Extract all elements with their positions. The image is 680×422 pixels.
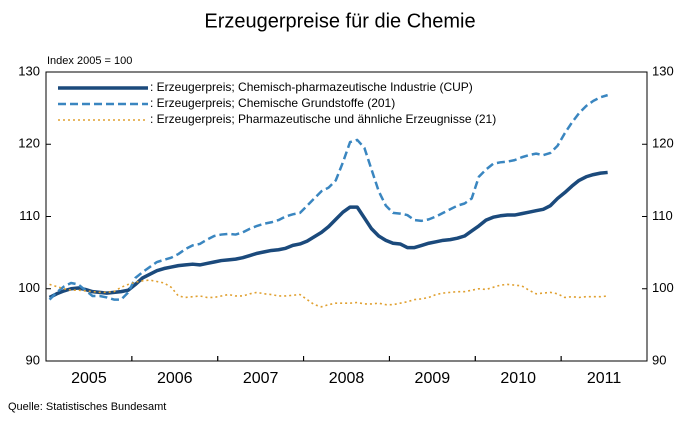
y2-tick-label: 90 (652, 352, 666, 367)
legend-label: : Erzeugerpreis; Chemische Grundstoffe (… (150, 96, 395, 110)
y-tick-label: 120 (18, 136, 40, 151)
series-line (48, 93, 609, 301)
legend-label: : Erzeugerpreis; Chemisch-pharmazeutisch… (150, 80, 473, 94)
x-tick-label: 2010 (500, 370, 536, 387)
series-line (48, 170, 608, 299)
source: Quelle: Statistisches Bundesamt (8, 401, 166, 413)
x-tick-label: 2006 (157, 370, 193, 387)
x-tick-label: 2007 (243, 370, 279, 387)
y2-tick-label: 100 (652, 280, 674, 295)
y2-tick-label: 110 (652, 208, 673, 223)
y-tick-label: 110 (19, 208, 40, 223)
legend-label: : Erzeugerpreis; Pharmazeutische und ähn… (150, 112, 496, 126)
y2-tick-label: 120 (652, 136, 674, 151)
x-tick-label: 2009 (415, 370, 451, 387)
x-tick-label: 2008 (329, 370, 365, 387)
x-tick-label: 2011 (587, 370, 622, 387)
series-line (49, 279, 608, 308)
x-tick-label: 2005 (71, 370, 107, 387)
y-tick-label: 100 (18, 280, 40, 295)
subtitle: Index 2005 = 100 (47, 55, 132, 67)
y-tick-label: 90 (26, 352, 40, 367)
y-tick-label: 130 (18, 63, 40, 78)
chart-title: Erzeugerpreise für die Chemie (204, 10, 475, 32)
y2-tick-label: 130 (652, 63, 674, 78)
